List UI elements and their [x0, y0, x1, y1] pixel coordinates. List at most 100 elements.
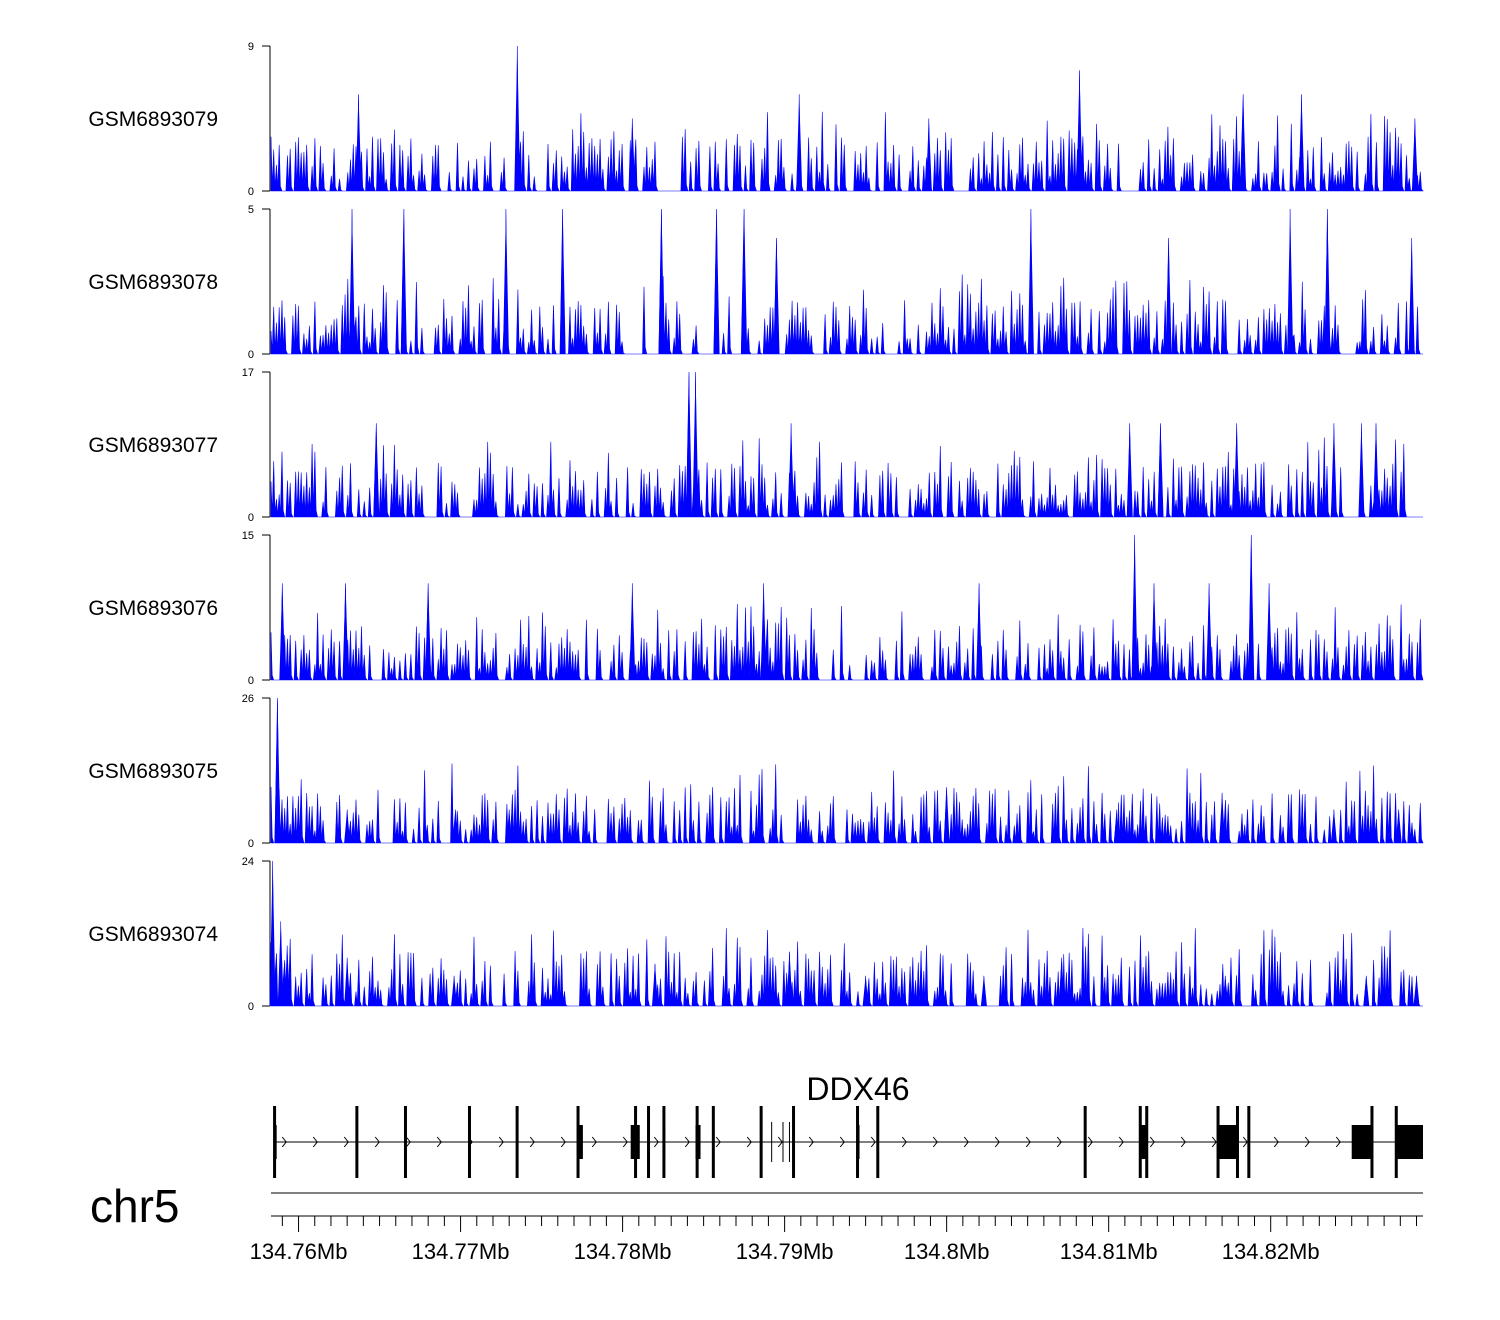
coverage-peak	[279, 583, 286, 680]
coverage-peak	[1151, 583, 1158, 680]
coverage-peak	[629, 118, 636, 191]
coverage-peak	[1373, 423, 1380, 517]
coverage-peak	[1076, 70, 1083, 191]
exon-boundary-mark	[403, 1106, 407, 1178]
x-tick-label: 134.76Mb	[250, 1239, 348, 1264]
coverage-peak	[559, 209, 566, 354]
exon-boundary-mark	[355, 1106, 359, 1178]
track-label: GSM6893076	[88, 597, 218, 620]
coverage-peak	[1363, 975, 1370, 1006]
coverage-area	[270, 371, 1423, 518]
coverage-peak	[976, 583, 983, 680]
coverage-peak	[425, 583, 432, 680]
coverage-peak	[1058, 957, 1065, 1006]
track-GSM6893077: GSM6893077 17 0	[88, 367, 1423, 524]
coverage-peak	[862, 975, 869, 1006]
coverage-peak	[1219, 792, 1226, 843]
coverage-area	[270, 860, 1423, 1007]
coverage-area	[270, 697, 1424, 844]
coverage-peak	[1131, 535, 1138, 680]
strand-arrow	[1211, 1136, 1217, 1148]
gene-name-label: DDX46	[806, 1071, 909, 1107]
coverage-peak	[1165, 238, 1172, 354]
coverage-peak	[925, 118, 932, 191]
coverage-peak	[1411, 118, 1418, 191]
strand-arrow	[1087, 1136, 1093, 1148]
y-tick-label-max: 17	[242, 367, 254, 379]
track-label: GSM6893078	[88, 271, 218, 294]
gene-exon	[1139, 1125, 1148, 1159]
exon-boundary-mark	[876, 1106, 880, 1178]
exon-boundary-mark	[792, 1106, 796, 1178]
y-tick-label-min: 0	[248, 349, 254, 361]
coverage-peak	[284, 945, 291, 1006]
coverage-peak	[373, 423, 380, 517]
y-tick-label-max: 26	[242, 693, 254, 705]
coverage-peak	[506, 809, 513, 843]
x-tick-label: 134.78Mb	[574, 1239, 672, 1264]
track-label: GSM6893074	[88, 923, 218, 946]
exon-boundary-mark	[647, 1106, 651, 1178]
track-label: GSM6893077	[88, 434, 218, 457]
strand-arrow	[1242, 1136, 1248, 1148]
strand-arrow	[901, 1136, 907, 1148]
x-tick-label: 134.81Mb	[1060, 1239, 1158, 1264]
coverage-peak	[1206, 583, 1213, 680]
y-tick-label-min: 0	[248, 186, 254, 198]
gene-model: DDX46	[273, 1071, 1423, 1178]
strand-arrow	[1118, 1136, 1124, 1148]
coverage-peak	[349, 209, 356, 354]
coverage-peak	[277, 921, 284, 1006]
coverage-peak	[943, 787, 950, 843]
strand-arrow	[1304, 1136, 1310, 1148]
coverage-peak	[1298, 94, 1305, 191]
exon-boundary-mark	[695, 1106, 699, 1178]
strand-arrow	[498, 1136, 504, 1148]
genome-axis: chr5 134.76Mb 134.77Mb 134.78Mb 134.79Mb 134…	[90, 1180, 1423, 1264]
coverage-peak	[686, 372, 693, 517]
coverage-peak	[692, 372, 699, 517]
coverage-peak	[1113, 809, 1120, 843]
strand-arrow	[1056, 1136, 1062, 1148]
gene-exon	[1217, 1125, 1239, 1159]
coverage-peak	[773, 238, 780, 354]
exon-boundary-mark	[576, 1106, 580, 1178]
coverage-peak	[1233, 423, 1240, 517]
coverage-peak	[1240, 94, 1247, 191]
exon-boundary-mark	[1216, 1106, 1220, 1178]
coverage-peak	[652, 963, 658, 1006]
coverage-peak	[760, 583, 767, 680]
strand-arrow	[622, 1136, 628, 1148]
x-tick-label: 134.77Mb	[412, 1239, 510, 1264]
strand-arrow	[591, 1136, 597, 1148]
exon-boundary-mark	[662, 1106, 666, 1178]
strand-arrow	[1335, 1136, 1341, 1148]
x-tick-label: 134.8Mb	[904, 1239, 990, 1264]
coverage-peak	[788, 423, 795, 517]
strand-arrow	[653, 1136, 659, 1148]
strand-arrow	[870, 1136, 876, 1148]
coverage-peak	[1395, 809, 1402, 843]
exon-boundary-mark	[1145, 1106, 1149, 1178]
coverage-peak	[629, 583, 636, 680]
exon-boundary-mark	[1138, 1106, 1142, 1178]
exon-boundary-mark	[1247, 1106, 1251, 1178]
coverage-peak	[658, 209, 665, 354]
track-label: GSM6893079	[88, 108, 218, 131]
coverage-peak	[344, 809, 351, 843]
coverage-peak	[1157, 423, 1164, 517]
strand-arrow	[374, 1136, 380, 1148]
exon-boundary-mark	[759, 1106, 763, 1178]
strand-arrow	[746, 1136, 752, 1148]
coverage-area	[270, 208, 1423, 355]
coverage-peak	[514, 46, 521, 191]
exon-boundary-mark	[1083, 1106, 1087, 1178]
coverage-peak	[741, 209, 748, 354]
strand-arrow	[777, 1136, 783, 1148]
chromosome-label: chr5	[90, 1180, 179, 1232]
coverage-peak	[344, 957, 351, 1006]
strand-arrow	[994, 1136, 1000, 1148]
strand-arrow	[529, 1136, 535, 1148]
strand-arrow	[1149, 1136, 1155, 1148]
y-tick-label-min: 0	[248, 675, 254, 687]
